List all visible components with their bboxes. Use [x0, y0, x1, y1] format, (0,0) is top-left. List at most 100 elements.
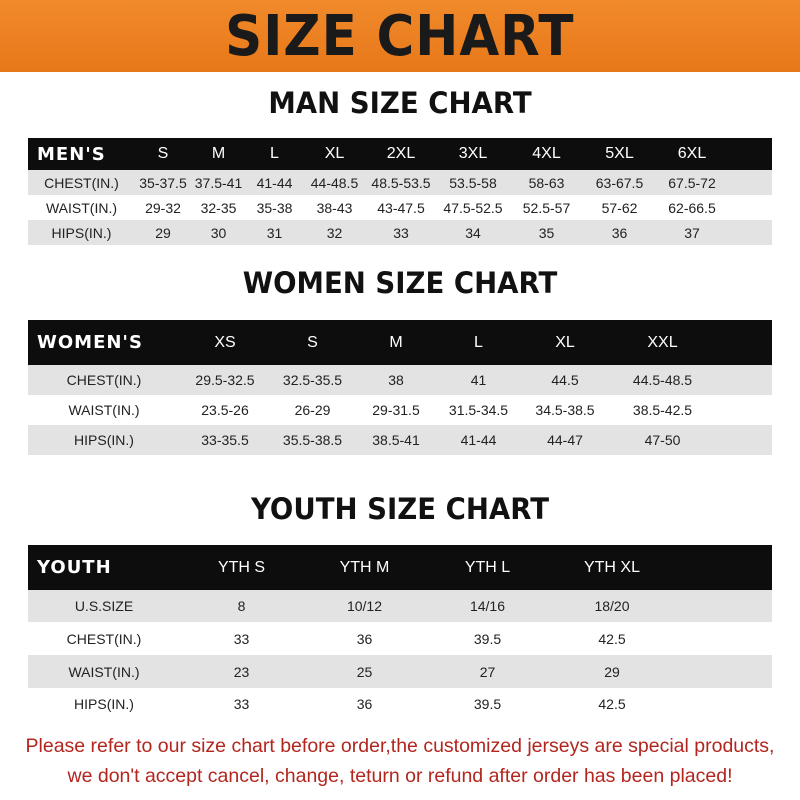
table-cell: 36	[356, 695, 373, 712]
header-row: YOUTH YTH S YTH M YTH L YTH XL	[28, 545, 772, 590]
row-label: WAIST(IN.)	[45, 199, 118, 216]
table-label: WOMEN'S	[37, 332, 143, 353]
size-header: L	[474, 333, 483, 351]
table-cell: 42.5	[598, 695, 626, 712]
table-cell: 38	[388, 372, 404, 388]
table-cell: 36	[356, 630, 373, 647]
table-cell: 35-37.5	[139, 174, 187, 191]
size-header: XS	[214, 333, 236, 351]
row-label: WAIST(IN.)	[68, 402, 140, 418]
table-cell: 32.5-35.5	[282, 372, 343, 388]
table-cell: 36	[611, 224, 628, 241]
men-title: MAN SIZE CHART	[268, 86, 532, 120]
size-header: 6XL	[677, 145, 707, 162]
table-cell: 26-29	[294, 402, 331, 418]
table-cell: 33	[233, 630, 250, 647]
table-row: WAIST(IN.) 29-32 32-35 35-38 38-43 43-47.5 47.…	[28, 195, 772, 220]
size-header: M	[389, 333, 403, 351]
size-header: S	[157, 145, 169, 162]
table-cell: 41	[470, 372, 487, 388]
row-label: HIPS(IN.)	[51, 224, 112, 241]
table-cell: 30	[210, 224, 227, 241]
table-cell: 47-50	[644, 432, 681, 448]
table-cell: 58-63	[528, 174, 565, 191]
table-cell: 39.5	[473, 695, 502, 712]
table-cell: 38-43	[316, 199, 353, 216]
table-cell: 29.5-32.5	[195, 372, 255, 388]
table-row: CHEST(IN.) 29.5-32.5 32.5-35.5 38 41 44.5 44.5…	[28, 365, 772, 395]
table-cell: 29	[155, 224, 171, 241]
table-cell: 33-35.5	[201, 432, 249, 448]
size-header: 4XL	[532, 145, 561, 162]
youth-title: YOUTH SIZE CHART	[250, 492, 550, 526]
table-cell: 33	[393, 224, 409, 241]
row-label: U.S.SIZE	[74, 598, 134, 614]
table-cell: 34	[465, 224, 481, 241]
size-header: XL	[324, 145, 345, 162]
table-cell: 39.5	[473, 630, 502, 647]
note-line-1: Please refer to our size chart before or…	[25, 735, 775, 757]
table-cell: 31	[266, 224, 283, 241]
table-row: CHEST(IN.) 33 36 39.5 42.5	[28, 622, 772, 655]
men-table: MEN'S S M L XL 2XL 3XL 4XL 5XL 6XL CHEST(IN.) 35-37…	[28, 138, 772, 245]
table-cell: 10/12	[346, 598, 383, 614]
table-cell: 42.5	[598, 630, 626, 647]
banner-title: SIZE CHART	[225, 3, 575, 69]
table-row: HIPS(IN.) 33-35.5 35.5-38.5 38.5-41 41-44 44-…	[28, 425, 772, 455]
women-title: WOMEN SIZE CHART	[242, 266, 558, 300]
youth-table: YOUTH YTH S YTH M YTH L YTH XL U.S.SIZE 8 10/12…	[28, 545, 772, 719]
size-header: L	[270, 145, 279, 162]
header-row: MEN'S S M L XL 2XL 3XL 4XL 5XL 6XL	[28, 138, 772, 170]
table-cell: 38.5-41	[372, 432, 420, 448]
table-row: CHEST(IN.) 35-37.5 37.5-41 41-44 44-48.5 48.5…	[28, 170, 772, 195]
table-label: YOUTH	[37, 557, 112, 578]
table-cell: 35.5-38.5	[282, 432, 343, 448]
table-cell: 53.5-58	[449, 174, 497, 191]
table-row: WAIST(IN.) 23.5-26 26-29 29-31.5 31.5-34.5 34…	[28, 395, 772, 425]
table-cell: 18/20	[594, 598, 630, 614]
size-header: YTH M	[339, 558, 390, 576]
table-cell: 25	[356, 663, 373, 680]
table-cell: 57-62	[601, 199, 638, 216]
size-header: 2XL	[386, 145, 416, 162]
table-cell: 37.5-41	[194, 174, 243, 191]
row-label: WAIST(IN.)	[68, 663, 140, 680]
size-header: YTH S	[217, 558, 266, 576]
table-cell: 34.5-38.5	[535, 402, 595, 418]
table-cell: 27	[479, 663, 496, 680]
table-cell: 29	[604, 663, 620, 680]
table-cell: 41-44	[460, 432, 497, 448]
row-label: CHEST(IN.)	[44, 174, 119, 191]
table-cell: 31.5-34.5	[448, 402, 509, 418]
row-label: HIPS(IN.)	[74, 432, 134, 448]
size-header: 3XL	[458, 145, 488, 162]
table-cell: 29-32	[145, 199, 181, 216]
table-cell: 44-48.5	[310, 174, 359, 191]
table-cell: 37	[684, 224, 700, 241]
women-table: WOMEN'S XS S M L XL XXL CHEST(IN.) 29.5-32.5 32.5…	[28, 320, 772, 455]
row-label: CHEST(IN.)	[66, 372, 142, 388]
table-label: MEN'S	[37, 143, 106, 165]
table-cell: 52.5-57	[522, 199, 571, 216]
table-cell: 32-35	[200, 199, 237, 216]
table-cell: 29-31.5	[372, 402, 420, 418]
table-row: HIPS(IN.) 29 30 31 32 33 34 35 36 37	[28, 220, 772, 245]
table-cell: 23	[233, 663, 250, 680]
table-cell: 62-66.5	[668, 199, 716, 216]
table-cell: 41-44	[256, 174, 293, 191]
table-cell: 14/16	[469, 598, 506, 614]
banner: SIZE CHART	[0, 0, 800, 72]
table-cell: 44-47	[547, 432, 583, 448]
size-header: YTH XL	[583, 558, 640, 576]
table-cell: 23.5-26	[201, 402, 249, 418]
table-row: U.S.SIZE 8 10/12 14/16 18/20	[28, 590, 772, 622]
size-header: XXL	[647, 333, 678, 351]
table-cell: 33	[233, 695, 250, 712]
row-label: HIPS(IN.)	[74, 695, 134, 712]
size-header: XL	[555, 333, 575, 351]
table-cell: 67.5-72	[668, 174, 716, 191]
table-cell: 44.5-48.5	[632, 372, 693, 388]
table-row: HIPS(IN.) 33 36 39.5 42.5	[28, 688, 772, 719]
size-header: YTH L	[464, 558, 511, 576]
note-line-2: we don't accept cancel, change, teturn o…	[67, 765, 733, 787]
